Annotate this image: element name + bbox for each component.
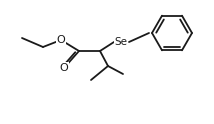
Text: Se: Se: [114, 37, 128, 47]
Text: O: O: [57, 35, 65, 45]
Text: O: O: [60, 63, 68, 73]
